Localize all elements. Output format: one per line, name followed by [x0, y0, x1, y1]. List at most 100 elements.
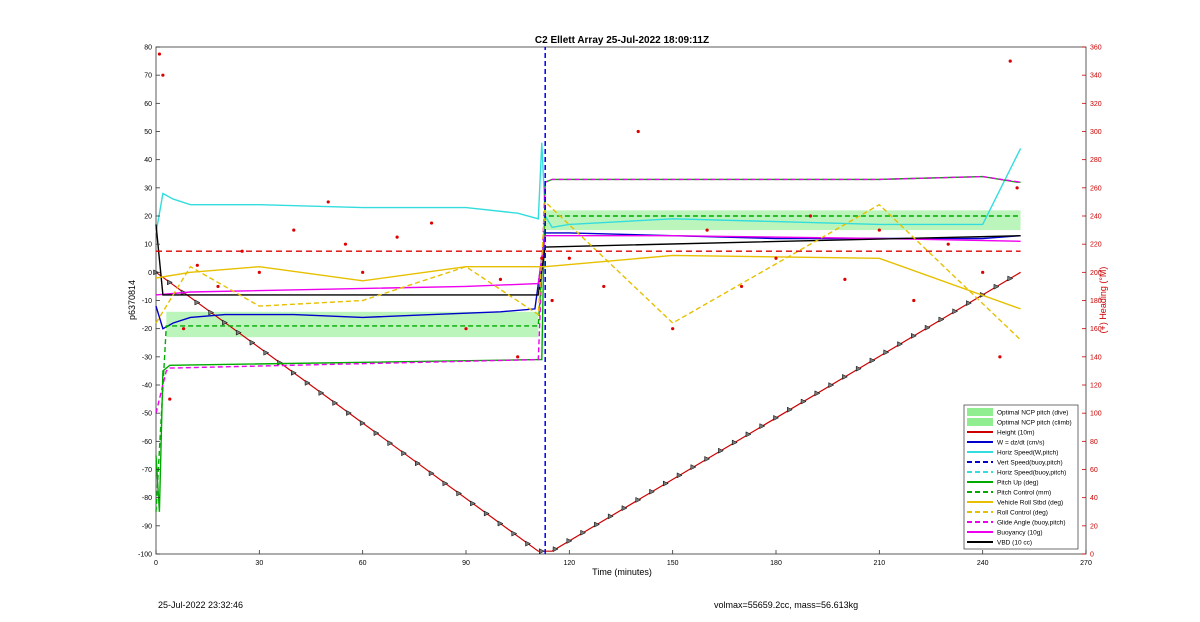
- y2-tick-label-8: 160: [1090, 326, 1102, 333]
- height-marker: [759, 423, 766, 430]
- height-marker: [359, 420, 366, 426]
- heading-point: [636, 129, 640, 134]
- x-tick-label-5: 150: [667, 560, 679, 567]
- legend-box: [963, 404, 1079, 550]
- height-marker: [304, 379, 311, 386]
- height-marker: [966, 300, 972, 306]
- legend-label-6: Horiz Speed(buoy,pitch): [997, 470, 1066, 477]
- series-layer: [153, 47, 1022, 555]
- heading-point: [326, 200, 330, 204]
- heading-point: [181, 327, 186, 331]
- ncp-climb-patch: [545, 210, 1021, 231]
- heading-point: [981, 270, 985, 274]
- height-marker: [607, 513, 614, 520]
- heading-point: [877, 228, 881, 232]
- heading-point: [808, 214, 813, 218]
- y-tick-label-16: 60: [144, 101, 152, 108]
- heading-point: [774, 256, 778, 260]
- y-tick-label-8: -20: [142, 326, 152, 333]
- heading-point: [550, 298, 554, 303]
- heading-point: [195, 263, 199, 267]
- height-marker: [800, 398, 807, 405]
- height-marker: [855, 365, 862, 372]
- legend-label-11: Glide Angle (buoy,pitch): [997, 520, 1066, 527]
- height-marker: [552, 546, 559, 553]
- legend-label-12: Buoyancy (10g): [997, 530, 1043, 537]
- height-marker: [470, 500, 476, 507]
- heading-point: [516, 355, 520, 359]
- height-marker: [373, 430, 380, 437]
- y-axis-label: p6370814: [127, 280, 137, 320]
- height-marker: [332, 400, 339, 406]
- legend: Optimal NCP pitch (dive) Optimal NCP pitc…: [963, 404, 1079, 550]
- height-marker: [745, 431, 752, 438]
- height-marker: [401, 450, 408, 457]
- height-marker: [828, 382, 835, 389]
- heading-point: [498, 277, 503, 281]
- legend-label-0: Optimal NCP pitch (dive): [997, 410, 1068, 417]
- height-marker: [814, 390, 821, 397]
- height-marker: [952, 308, 959, 315]
- height-marker: [442, 480, 449, 487]
- heading-point: [912, 298, 916, 303]
- x-tick-label-8: 240: [977, 560, 989, 567]
- height-marker: [249, 339, 256, 346]
- height-marker: [235, 329, 242, 336]
- footer-mass-info: volmax=55659.2cc, mass=56.613kg: [714, 600, 859, 610]
- y2-tick-label-11: 220: [1090, 242, 1102, 249]
- height-marker: [483, 510, 490, 517]
- x-tick-label-0: 0: [154, 560, 158, 567]
- height-marker: [525, 540, 532, 547]
- heading-point: [429, 221, 434, 225]
- height-marker: [415, 460, 421, 467]
- y2-tick-label-9: 180: [1090, 298, 1102, 305]
- x-tick-label-1: 30: [255, 560, 263, 567]
- legend-label-1: Optimal NCP pitch (climb): [997, 420, 1072, 427]
- legend-label-10: Roll Control (deg): [997, 510, 1048, 517]
- height-marker: [621, 505, 628, 512]
- chart-title: C2 Ellett Array 25-Jul-2022 18:09:11Z: [535, 35, 709, 46]
- y2-tick-label-6: 120: [1090, 383, 1102, 390]
- y2-tick-label-1: 20: [1090, 523, 1098, 530]
- legend-label-13: VBD (10 cc): [997, 540, 1032, 547]
- x-tick-label-7: 210: [873, 560, 885, 567]
- height-marker: [346, 410, 352, 416]
- y-tick-label-15: 50: [144, 129, 152, 136]
- series-horiz-speed-w-pitch: [155, 142, 1022, 234]
- height-marker: [456, 490, 463, 497]
- y2-tick-label-15: 300: [1090, 129, 1102, 136]
- series-w-dz-dt-cm-s: [155, 232, 1021, 330]
- y-tick-label-17: 70: [144, 73, 152, 80]
- height-marker: [883, 349, 890, 356]
- series-glide-angle-buoy-pitch: [155, 175, 1021, 414]
- y2-tick-label-16: 320: [1090, 101, 1102, 108]
- y2-tick-label-2: 40: [1090, 495, 1098, 502]
- series-pitch-control-mm: [155, 215, 1021, 512]
- height-marker: [635, 497, 642, 503]
- heading-point: [540, 256, 544, 260]
- y-tick-label-6: -40: [142, 383, 152, 390]
- height-marker: [718, 447, 724, 454]
- heading-point: [168, 397, 172, 401]
- heading-point: [1008, 59, 1012, 63]
- axes-layer: 0 30 60 90 120 150 180 210 240 270-100-90-80-70-6…: [138, 45, 1102, 568]
- heading-point: [843, 277, 847, 281]
- y-tick-label-3: -70: [142, 467, 152, 474]
- legend-label-9: Vehicle Roll Stbd (deg): [997, 500, 1063, 507]
- series-vbd-10-cc: [155, 224, 1021, 296]
- height-marker: [938, 316, 945, 323]
- height-marker: [580, 529, 587, 536]
- legend-label-4: Horiz Speed(W,pitch): [997, 450, 1058, 457]
- heading-point: [395, 235, 399, 239]
- heading-point: [464, 327, 468, 331]
- y-tick-label-2: -80: [142, 495, 152, 502]
- heading-point: [998, 355, 1002, 359]
- heading-point: [361, 270, 365, 274]
- y2-tick-label-18: 360: [1090, 45, 1102, 52]
- footer-timestamp: 25-Jul-2022 23:32:46: [158, 600, 244, 610]
- height-marker: [1007, 275, 1014, 282]
- height-marker: [649, 488, 656, 495]
- height-marker: [911, 332, 917, 339]
- y2-tick-label-7: 140: [1090, 354, 1102, 361]
